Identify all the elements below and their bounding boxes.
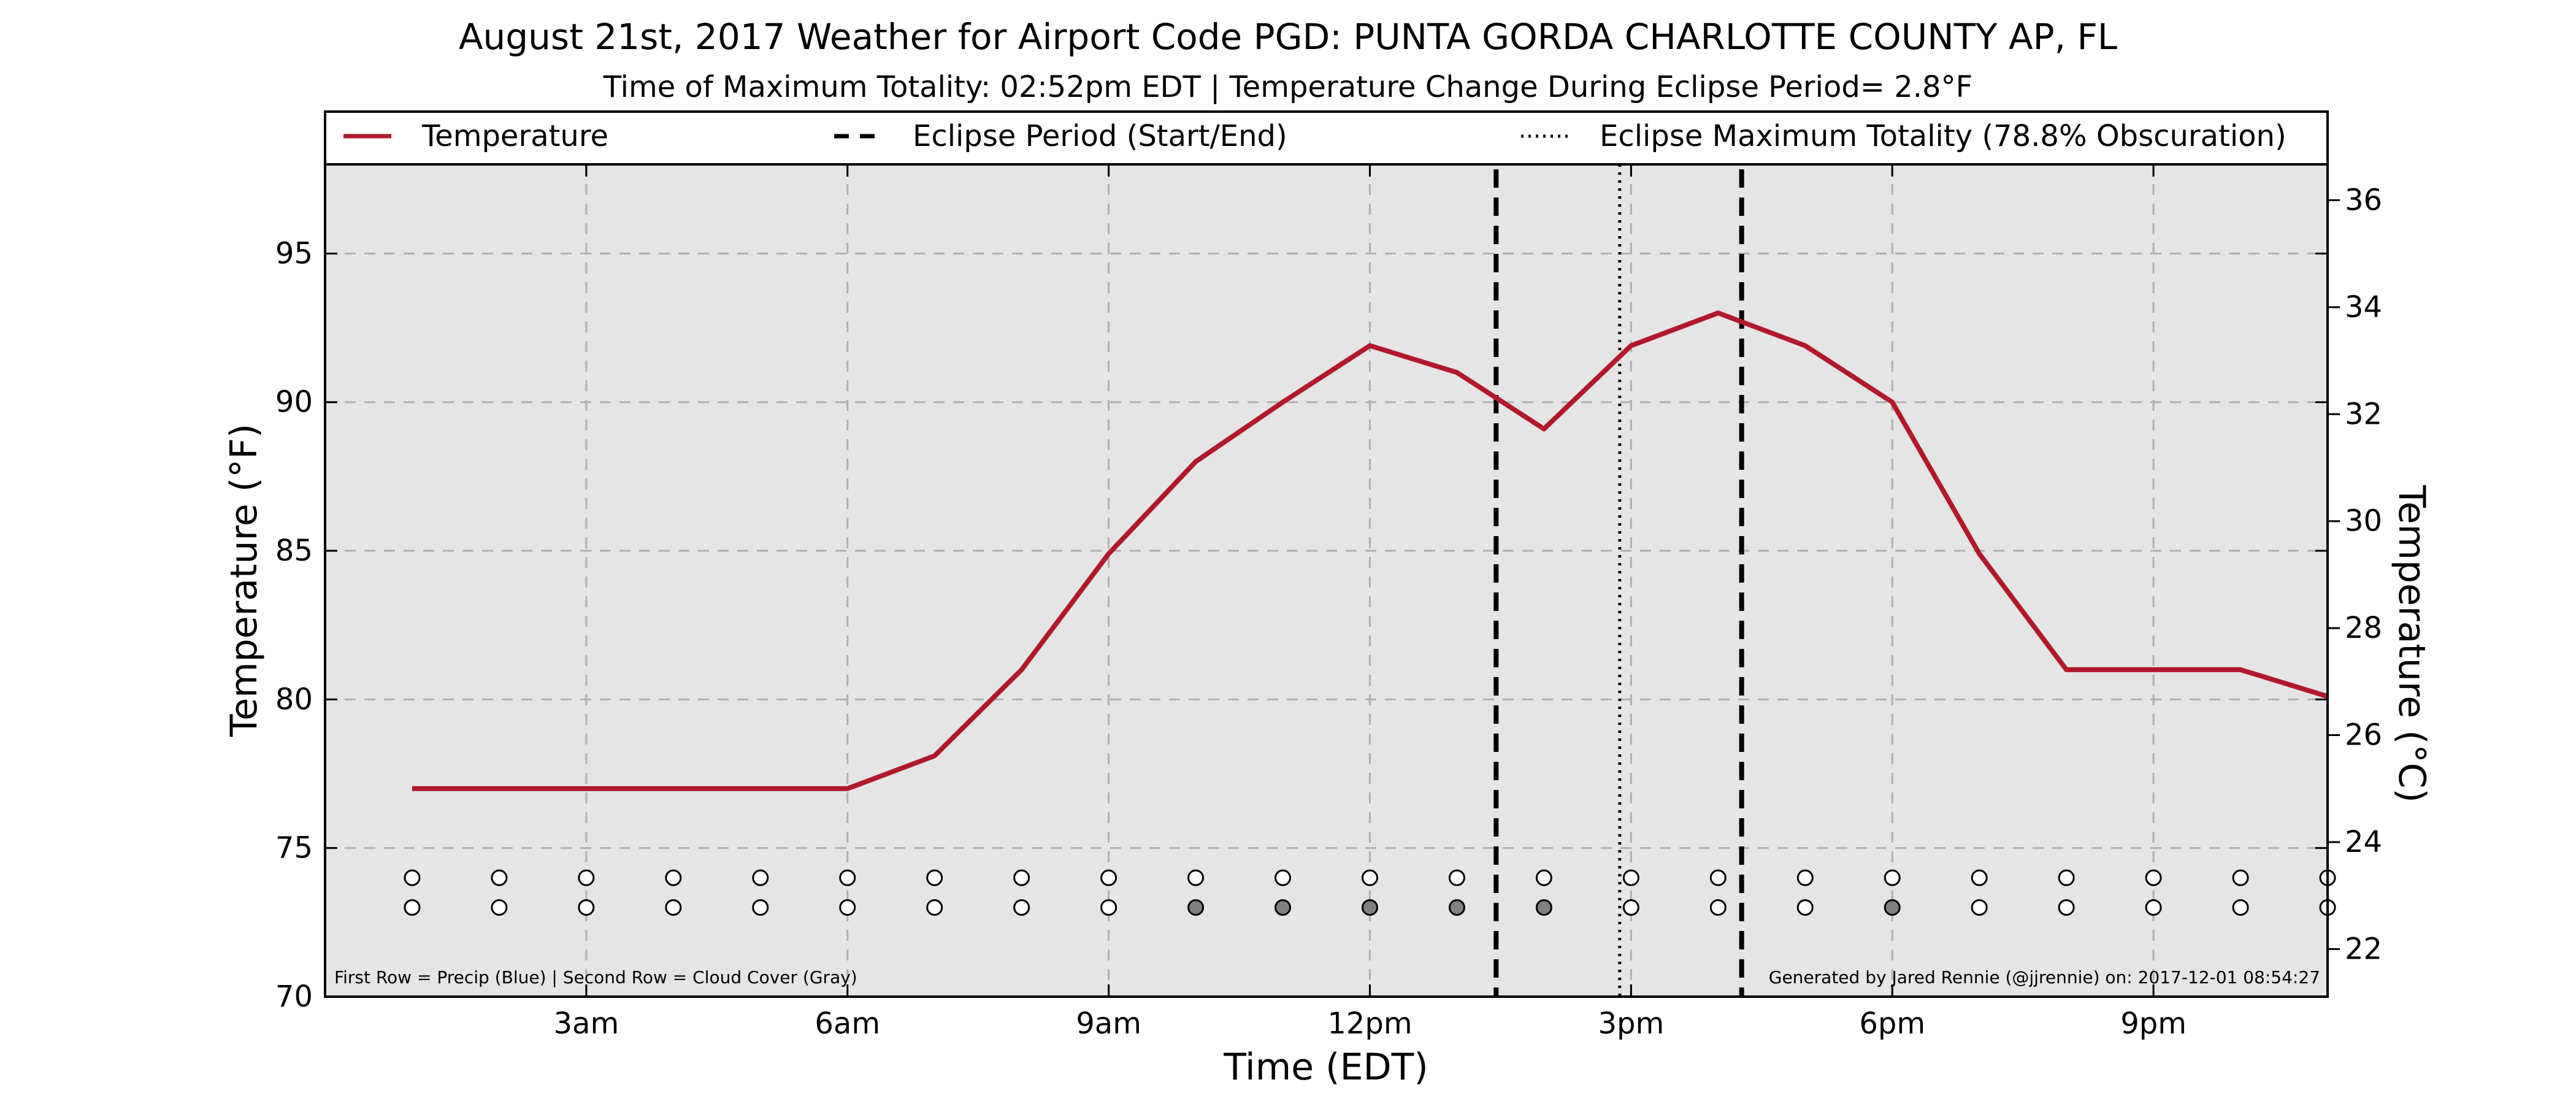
x-tick-label: 9am — [1076, 1006, 1141, 1041]
cloud-marker — [1622, 899, 1639, 916]
y-right-tick-label: 26 — [2345, 718, 2382, 753]
precip-marker — [1275, 869, 1292, 886]
precip-marker — [1361, 869, 1378, 886]
chart-subtitle: Time of Maximum Totality: 02:52pm EDT | … — [603, 70, 1972, 104]
y-tick-label: 75 — [275, 831, 313, 865]
y-right-tick-label: 32 — [2345, 397, 2382, 431]
precip-marker — [1535, 869, 1552, 886]
cloud-marker — [1709, 899, 1727, 916]
cloud-marker — [926, 899, 943, 916]
cloud-marker — [2232, 899, 2249, 916]
cloud-marker — [491, 899, 508, 916]
cloud-marker — [1971, 899, 1988, 916]
x-tick-label: 9pm — [2120, 1006, 2187, 1041]
plot-area — [325, 164, 2328, 997]
cloud-marker — [1448, 899, 1465, 916]
precip-marker — [926, 869, 943, 886]
precip-marker — [2145, 869, 2162, 886]
legend-label-eclipse-max: Eclipse Maximum Totality (78.8% Obscurat… — [1600, 119, 2287, 153]
precip-marker — [578, 869, 595, 886]
y-right-tick-label: 28 — [2345, 611, 2382, 645]
precip-marker — [1622, 869, 1639, 886]
precip-marker — [665, 869, 682, 886]
x-axis-label: Time (EDT) — [1223, 1046, 1428, 1089]
y-tick-label: 90 — [275, 385, 313, 420]
y-axis-label-left: Temperature (°F) — [223, 424, 266, 737]
precip-marker — [1013, 869, 1030, 886]
footnote-right: Generated by Jared Rennie (@jjrennie) on… — [1769, 967, 2320, 987]
precip-marker — [1709, 869, 1727, 886]
marker-rows — [404, 869, 2336, 916]
precip-marker — [1796, 869, 1814, 886]
precip-marker — [491, 869, 508, 886]
cloud-marker — [665, 899, 682, 916]
y-tick-label: 70 — [275, 979, 313, 1014]
cloud-marker — [1187, 899, 1205, 916]
grid — [325, 164, 2328, 997]
x-tick-label: 12pm — [1327, 1006, 1412, 1041]
cloud-marker — [2145, 899, 2162, 916]
y-right-tick-label: 30 — [2345, 504, 2382, 539]
precip-marker — [1187, 869, 1205, 886]
precip-marker — [752, 869, 769, 886]
y-right-tick-label: 34 — [2345, 290, 2382, 324]
y-tick-label: 85 — [275, 534, 313, 568]
legend-label-temperature: Temperature — [421, 119, 608, 153]
y-axis-label-right: Temperature (°C) — [2390, 485, 2433, 803]
legend: Temperature Eclipse Period (Start/End) E… — [324, 110, 2329, 166]
y-right-tick-label: 22 — [2345, 932, 2382, 966]
cloud-marker — [752, 899, 769, 916]
y-tick-label: 80 — [275, 682, 313, 716]
cloud-marker — [1884, 899, 1901, 916]
x-tick-label: 6pm — [1859, 1006, 1925, 1041]
cloud-marker — [1796, 899, 1814, 916]
precip-marker — [1884, 869, 1901, 886]
chart-title: August 21st, 2017 Weather for Airport Co… — [459, 16, 2117, 58]
cloud-marker — [1361, 899, 1378, 916]
axes: 70 75 80 85 90 95 3am 6am 9am 12pm 3pm 6pm 9pm 22 24 26… — [275, 164, 2382, 1041]
x-tick-label: 6am — [815, 1006, 880, 1041]
precip-marker — [1100, 869, 1117, 886]
cloud-marker — [839, 899, 856, 916]
cloud-marker — [1013, 899, 1030, 916]
legend-label-eclipse-period: Eclipse Period (Start/End) — [913, 119, 1287, 153]
y-tick-label: 95 — [275, 236, 313, 270]
y-right-tick-label: 36 — [2345, 183, 2382, 217]
x-tick-label: 3am — [554, 1006, 619, 1041]
footnote-left: First Row = Precip (Blue) | Second Row =… — [334, 967, 857, 987]
y-right-tick-label: 24 — [2345, 825, 2382, 859]
legend-box — [324, 110, 2329, 166]
cloud-marker — [1535, 899, 1552, 916]
precip-marker — [1971, 869, 1988, 886]
cloud-marker — [404, 899, 421, 916]
cloud-marker — [2058, 899, 2075, 916]
precip-marker — [404, 869, 421, 886]
x-tick-label: 3pm — [1598, 1006, 1664, 1041]
eclipse-lines — [1493, 164, 1744, 997]
cloud-marker — [578, 899, 595, 916]
precip-marker — [2232, 869, 2249, 886]
precip-marker — [1448, 869, 1465, 886]
precip-marker — [839, 869, 856, 886]
series-layer — [412, 310, 2329, 791]
cloud-marker — [1275, 899, 1292, 916]
cloud-marker — [1100, 899, 1117, 916]
precip-marker — [2058, 869, 2075, 886]
